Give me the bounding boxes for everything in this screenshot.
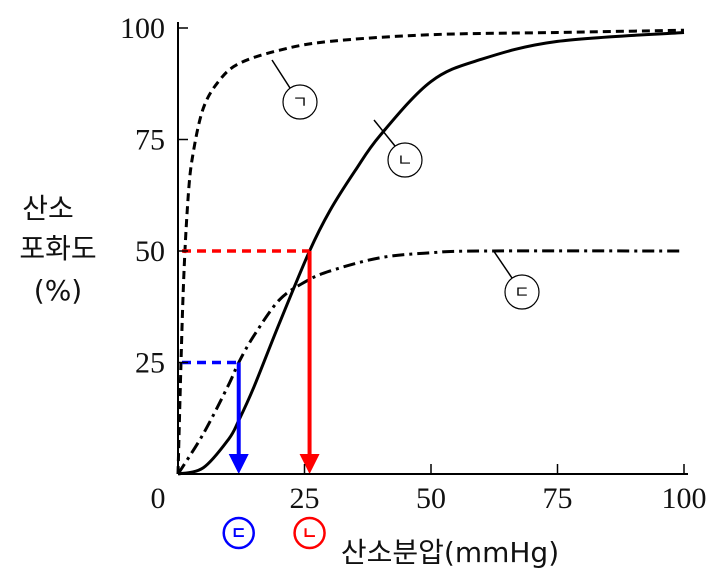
callout-circle bbox=[504, 274, 540, 310]
answer-marker-circle bbox=[293, 516, 326, 550]
series-line-ㄷ bbox=[176, 249, 685, 475]
callout-circle bbox=[282, 84, 318, 120]
callout-leader bbox=[373, 119, 396, 147]
answer-marker-ㄴ: ㄴ bbox=[302, 524, 318, 544]
series-line-ㄱ bbox=[176, 28, 685, 475]
callout-leader bbox=[492, 249, 513, 279]
x-tick-label: 100 bbox=[662, 482, 707, 515]
callout-leader bbox=[271, 59, 291, 89]
y-tick-label: 50 bbox=[135, 235, 165, 268]
y-tick-label: 75 bbox=[135, 124, 165, 157]
y-label-line-3: (%) bbox=[34, 274, 82, 307]
arrow-down-icon bbox=[228, 454, 249, 474]
answer-marker-circle bbox=[222, 516, 255, 550]
series-label-ㄴ: ㄴ bbox=[397, 151, 413, 171]
x-label: 산소분압(mmHg) bbox=[341, 536, 559, 569]
y-tick-label: 25 bbox=[135, 347, 165, 380]
x-tick-label: 0 bbox=[151, 482, 166, 515]
y-label-line-2: 포화도 bbox=[19, 232, 96, 265]
answer-marker-ㄷ: ㄷ bbox=[231, 524, 247, 544]
series-line-ㄴ bbox=[177, 30, 685, 476]
series-label-ㄱ: ㄱ bbox=[292, 93, 308, 113]
series-label-ㄷ: ㄷ bbox=[514, 283, 530, 303]
y-tick-label: 100 bbox=[120, 12, 165, 45]
arrow-down-icon bbox=[299, 454, 320, 474]
x-tick-label: 75 bbox=[543, 482, 573, 515]
x-tick-label: 25 bbox=[290, 482, 320, 515]
callout-circle bbox=[387, 142, 423, 178]
x-tick-label: 50 bbox=[416, 482, 446, 515]
y-label-line-1: 산소 bbox=[22, 192, 74, 225]
